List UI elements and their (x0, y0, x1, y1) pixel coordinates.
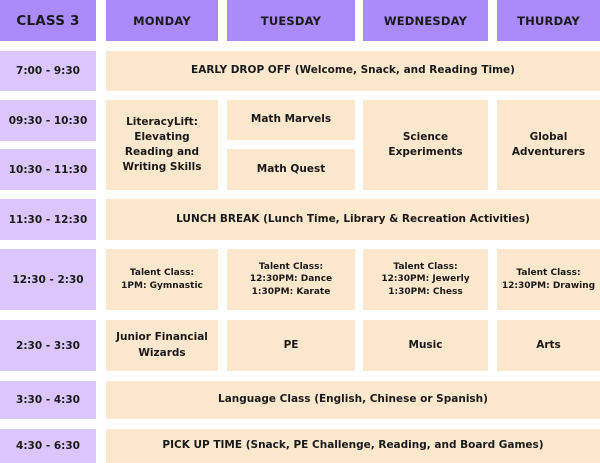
monday-talent-class: Talent Class: 1PM: Gymnastic (106, 249, 218, 310)
time-slot: 10:30 - 11:30 (0, 149, 96, 190)
time-slot: 4:30 - 6:30 (0, 429, 96, 463)
language-class: Language Class (English, Chinese or Span… (106, 381, 600, 419)
monday-junior-financial-wizards: Junior Financial Wizards (106, 320, 218, 371)
class-header: CLASS 3 (0, 0, 96, 41)
lunch-break: LUNCH BREAK (Lunch Time, Library & Recre… (106, 199, 600, 240)
tuesday-math-marvels: Math Marvels (227, 100, 355, 140)
time-slot: 12:30 - 2:30 (0, 249, 96, 310)
thursday-talent-class: Talent Class: 12:30PM: Drawing (497, 249, 600, 310)
time-slot: 2:30 - 3:30 (0, 320, 96, 371)
time-slot: 3:30 - 4:30 (0, 381, 96, 419)
time-slot: 09:30 - 10:30 (0, 100, 96, 141)
pick-up-time: PICK UP TIME (Snack, PE Challenge, Readi… (106, 429, 600, 463)
time-slot: 11:30 - 12:30 (0, 199, 96, 240)
tuesday-talent-class: Talent Class: 12:30PM: Dance 1:30PM: Kar… (227, 249, 355, 310)
thursday-arts: Arts (497, 320, 600, 371)
wednesday-science-experiments: Science Experiments (363, 100, 488, 190)
day-header-monday: MONDAY (106, 0, 218, 41)
day-header-tuesday: TUESDAY (227, 0, 355, 41)
monday-literacy-lift: LiteracyLift: Elevating Reading and Writ… (106, 100, 218, 190)
tuesday-pe: PE (227, 320, 355, 371)
thursday-global-adventurers: Global Adventurers (497, 100, 600, 190)
day-header-thursday: THURDAY (497, 0, 600, 41)
time-slot: 7:00 - 9:30 (0, 51, 96, 91)
wednesday-talent-class: Talent Class: 12:30PM: Jewerly 1:30PM: C… (363, 249, 488, 310)
tuesday-math-quest: Math Quest (227, 149, 355, 190)
day-header-wednesday: WEDNESDAY (363, 0, 488, 41)
wednesday-music: Music (363, 320, 488, 371)
early-drop-off: EARLY DROP OFF (Welcome, Snack, and Read… (106, 51, 600, 91)
